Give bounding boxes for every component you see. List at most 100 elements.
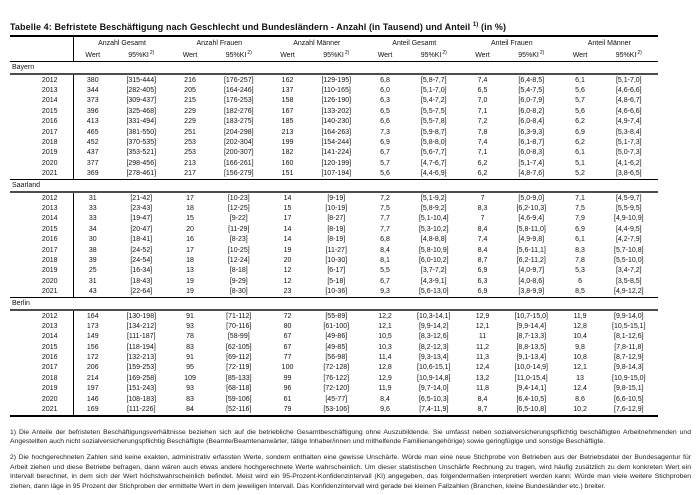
ki-cell: [6,3-9,3] <box>518 128 545 136</box>
table-body: Bayern 2012 380 [315-444] 216 [176-257] 162 [12… <box>10 61 659 416</box>
wert-cell: 12,1 <box>573 364 587 372</box>
wert-cell: 172 <box>86 354 99 362</box>
ki-cell: [9,9-14,4] <box>516 322 547 330</box>
ki-cell: [55-89] <box>325 312 348 320</box>
wert-cell: 9,3 <box>380 288 390 296</box>
wert-cell: 6 <box>578 277 582 285</box>
wert-cell: 78 <box>186 333 194 341</box>
ki-cell: [4,6-6,6] <box>615 87 642 95</box>
ki-cell: [76-122] <box>323 374 350 382</box>
ki-cell: [6,0-8,3] <box>518 149 545 157</box>
ki-cell: [4,9-9,8] <box>518 236 545 244</box>
wert-cell: 17 <box>186 246 194 254</box>
year-cell: 2012 <box>10 309 74 322</box>
section-label: Saarland <box>10 178 659 193</box>
ki-cell: [10-23] <box>227 194 250 202</box>
wert-cell: 7 <box>480 215 485 223</box>
ki-cell: [7,4-11,9] <box>419 406 449 414</box>
ki-cell: [4,4-9,5] <box>615 225 642 233</box>
ki-cell: [4,2-7,9] <box>615 236 642 244</box>
ki-cell: [5,8-9,2] <box>420 204 447 212</box>
ki-cell: [24-52] <box>130 246 153 254</box>
wert-cell: 23 <box>283 288 292 296</box>
ki-cell: [151-243] <box>126 385 157 393</box>
wert-cell: 6,5 <box>380 107 390 115</box>
year-cell: 2017 <box>10 244 74 256</box>
ki-cell: [315-444] <box>126 76 157 84</box>
ki-cell: [370-535] <box>126 139 157 147</box>
year-cell: 2020 <box>10 393 74 405</box>
ki-cell: [5,1-7,4] <box>518 159 545 167</box>
ki-cell: [8,7-12,9] <box>614 354 644 362</box>
year-cell: 2019 <box>10 147 74 159</box>
befristete-beschaeftigung-table: Anzahl Gesamt Anzahl Frauen Anzahl Männe… <box>10 35 659 417</box>
ki-cell: [10-25] <box>227 246 250 254</box>
year-cell: 2013 <box>10 321 74 332</box>
table-row: 2019 437 [353-521] 253 [200-307] 182 [141-224]… <box>10 147 658 159</box>
col-group-anzahl-maenner: Anzahl Männer <box>293 40 341 47</box>
wert-cell: 6,9 <box>575 128 585 136</box>
wert-cell: 11 <box>478 333 487 341</box>
ki-cell: [110-165] <box>321 87 351 95</box>
wert-cell: 7 <box>480 194 485 202</box>
ki-cell: [200-307] <box>223 149 254 157</box>
col-group-anzahl-gesamt: Anzahl Gesamt <box>98 40 146 47</box>
wert-cell: 6,2 <box>477 170 488 178</box>
ki-cell: [9,9-14,2] <box>418 322 449 330</box>
wert-cell: 8,3 <box>575 246 585 254</box>
ki-cell: [72-120] <box>323 385 350 393</box>
ki-cell: [129-195] <box>321 76 352 84</box>
ki-cell: [4,9-12,2] <box>614 288 644 296</box>
ki-cell: [5,5-7,5] <box>420 107 447 115</box>
wert-cell: 5,6 <box>575 87 585 95</box>
ki-cell: [5,5-7,8] <box>420 118 447 126</box>
section-label: Berlin <box>10 296 659 311</box>
ki-cell: [62-105] <box>225 343 252 351</box>
ki-cell: [68-118] <box>226 385 252 393</box>
ki-cell: [133-202] <box>321 107 352 115</box>
ki-cell: [72-119] <box>226 364 252 372</box>
ki-cell: [5,7-10,8] <box>614 246 644 254</box>
wert-cell: 199 <box>281 139 294 147</box>
ki-cell: [140-230] <box>321 118 352 126</box>
wert-cell: 6,8 <box>380 76 390 84</box>
ki-cell: [9,9-14,0] <box>614 312 644 320</box>
ki-header-label: 95%KI <box>615 52 637 59</box>
ki-cell: [4,7-6,7] <box>420 159 447 167</box>
wert-cell: 205 <box>184 87 196 95</box>
col-group-anteil-frauen: Anteil Frauen <box>490 40 533 47</box>
section-header-row: Berlin <box>10 296 659 311</box>
wert-cell: 7,4 <box>477 76 488 84</box>
table-title-footnote-marker: 1) <box>472 22 479 28</box>
wert-header: Wert <box>182 52 198 59</box>
ki-header: 95%KI2) <box>112 49 171 62</box>
ki-cell: [21-42] <box>130 194 153 202</box>
ki-cell: [5,1-10,4] <box>418 215 449 223</box>
ki-cell: [61-100] <box>323 322 350 330</box>
wert-cell: 6,2 <box>477 159 488 167</box>
wert-cell: 17 <box>186 194 194 202</box>
ki-cell: [3,8-9,9] <box>518 288 545 296</box>
table-row: 2012 164 [130-198] 91 [71-112] 72 [55-89] 12,2 [… <box>10 309 658 322</box>
ki-cell: [182-276] <box>223 107 254 115</box>
ki-cell: [11,0-15,4] <box>514 374 548 382</box>
wert-cell: 84 <box>186 406 194 414</box>
wert-cell: 7,5 <box>380 204 390 212</box>
ki-cell: [6,0-10,2] <box>418 256 449 264</box>
ki-cell: [9,7-14,0] <box>418 385 449 393</box>
ki-cell: [22-64] <box>130 288 153 296</box>
ki-cell: [24-54] <box>130 256 153 264</box>
wert-cell: 182 <box>281 149 294 157</box>
wert-cell: 7,1 <box>477 107 488 115</box>
ki-cell: [11-29] <box>228 225 250 233</box>
table-header: Anzahl Gesamt Anzahl Frauen Anzahl Männe… <box>10 36 659 62</box>
wert-cell: 19 <box>186 277 194 285</box>
ki-cell: [5,6-7,7] <box>420 149 447 157</box>
wert-cell: 20 <box>283 256 292 264</box>
wert-cell: 6,9 <box>575 225 585 233</box>
ki-cell: [85-133] <box>225 374 252 382</box>
table-row: 2021 169 [111-226] 84 [52-116] 79 [53-106] 9,6 [… <box>10 404 658 416</box>
ki-cell: [20-47] <box>130 225 153 233</box>
wert-cell: 7,8 <box>477 128 488 136</box>
